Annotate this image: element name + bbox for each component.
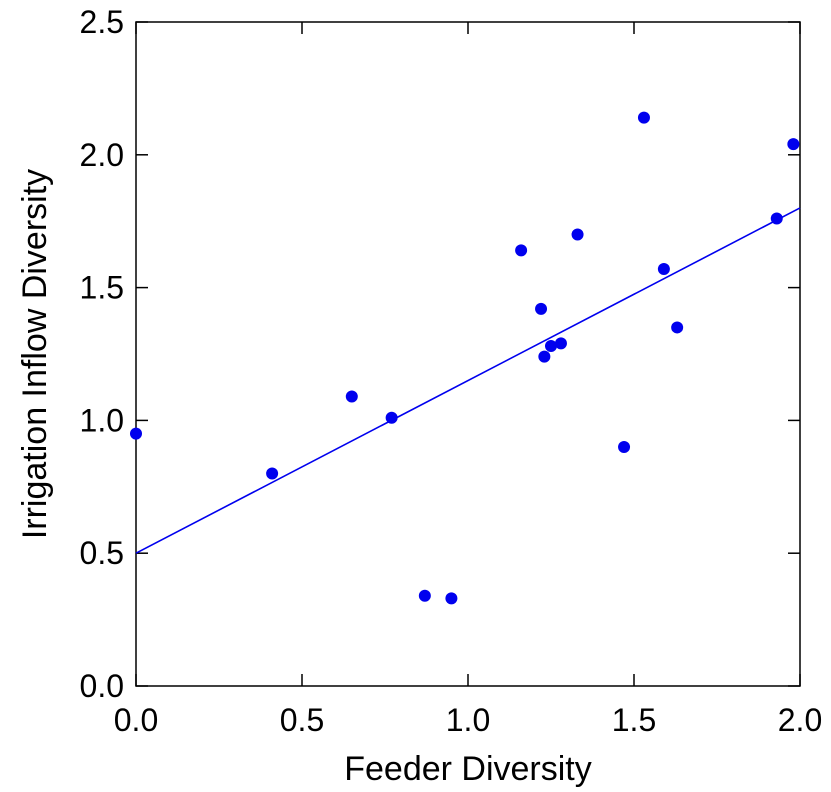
data-point: [571, 228, 584, 241]
x-tick-label: 0.0: [114, 702, 158, 738]
x-tick-label: 1.0: [446, 702, 490, 738]
data-point: [671, 321, 684, 334]
data-point: [637, 111, 650, 124]
fit-line: [135, 207, 801, 554]
data-point: [618, 440, 631, 453]
data-point: [657, 263, 670, 276]
data-point: [787, 138, 800, 151]
data-point: [345, 390, 358, 403]
data-point: [538, 350, 551, 363]
x-tick-label: 1.5: [612, 702, 656, 738]
data-point: [535, 302, 548, 315]
data-point: [554, 337, 567, 350]
data-points: [130, 111, 800, 605]
data-point: [770, 212, 783, 225]
data-point: [385, 411, 398, 424]
y-tick-label: 2.0: [80, 137, 124, 173]
y-tick-label: 1.5: [80, 270, 124, 306]
data-point: [515, 244, 528, 257]
data-point: [266, 467, 279, 480]
data-point: [545, 340, 557, 353]
axis-ticks: [135, 21, 801, 687]
plot-frame: [135, 21, 801, 687]
y-tick-label: 2.5: [80, 4, 124, 40]
y-tick-label: 0.0: [80, 668, 124, 704]
y-axis-label: Irrigation Inflow Diversity: [16, 169, 54, 539]
data-point: [130, 427, 142, 440]
tick-labels: 0.0 0.5 1.0 1.5 2.0 0.0 0.5 1.0 1.5 2.0 2.5: [80, 4, 823, 738]
x-axis-label: Feeder Diversity: [344, 750, 592, 788]
y-tick-label: 1.0: [80, 402, 124, 438]
x-tick-label: 0.5: [280, 702, 324, 738]
data-point: [418, 589, 431, 602]
x-tick-label: 2.0: [778, 702, 822, 738]
y-tick-label: 0.5: [80, 535, 124, 571]
data-point: [445, 592, 458, 605]
